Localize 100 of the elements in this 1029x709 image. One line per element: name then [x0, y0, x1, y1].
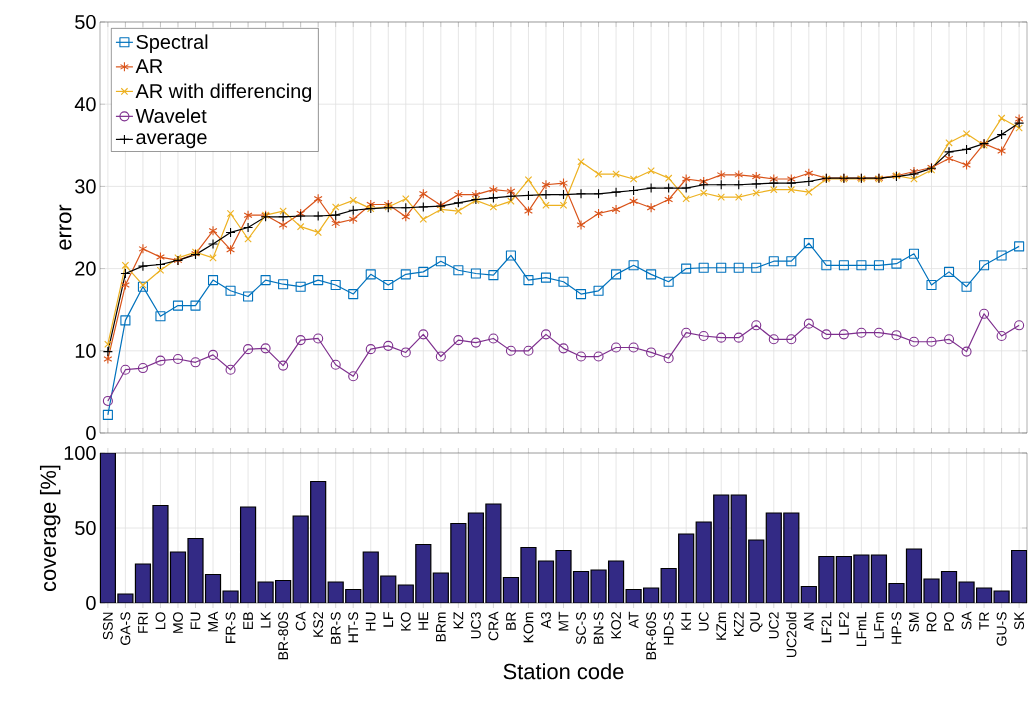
point: [629, 175, 638, 183]
point: [768, 178, 779, 189]
point: [805, 188, 813, 196]
bar: [239, 506, 257, 603]
point: [576, 219, 586, 231]
point: [156, 252, 165, 263]
point: [856, 260, 867, 271]
point: [243, 222, 254, 233]
legend-label: Spectral: [136, 34, 208, 53]
point: [102, 346, 113, 357]
x-tick-label: SA: [961, 611, 972, 630]
point: [838, 260, 849, 271]
point: [664, 194, 674, 205]
point: [172, 353, 184, 365]
point: [681, 327, 692, 338]
point: [699, 189, 708, 197]
point: [209, 254, 217, 262]
point: [663, 276, 674, 287]
point: [488, 333, 499, 344]
point: [716, 332, 727, 343]
point: [786, 334, 797, 345]
x-tick-label: HT-S: [348, 612, 359, 643]
y-tick-label: 100: [64, 445, 96, 461]
x-tick-label: FU: [190, 612, 201, 629]
y-tick-label: 30: [75, 179, 96, 194]
point: [611, 187, 622, 198]
bar: [467, 512, 484, 603]
point: [558, 276, 569, 287]
x-tick-label: LF: [383, 612, 394, 627]
x-tick-label: BR: [506, 612, 516, 630]
point: [1014, 118, 1025, 129]
x-tick-label: MA: [208, 611, 218, 632]
point: [926, 279, 937, 291]
point: [243, 210, 253, 221]
point: [944, 153, 954, 164]
point: [751, 320, 762, 331]
point: [121, 261, 130, 270]
point: [524, 206, 533, 217]
point: [1014, 241, 1025, 252]
point: [348, 371, 359, 382]
point: [454, 207, 463, 215]
point: [997, 114, 1006, 122]
x-tick-label: LF2: [839, 612, 849, 635]
point: [787, 185, 796, 194]
point: [611, 204, 621, 215]
point: [575, 289, 587, 300]
point: [278, 219, 288, 231]
point: [768, 334, 779, 345]
x-tick-label: SC-S: [576, 612, 586, 645]
legend-label: AR: [135, 59, 163, 73]
x-tick-label: GA-S: [120, 612, 131, 645]
point: [401, 211, 411, 222]
point: [260, 275, 271, 286]
point: [524, 176, 533, 184]
x-tick-label: HD-S: [663, 612, 674, 645]
y-axis-title: coverage [%]: [39, 465, 61, 592]
point: [664, 174, 673, 182]
point: [979, 260, 990, 271]
point: [663, 353, 674, 364]
point: [418, 329, 429, 340]
x-tick-label: EB: [243, 612, 253, 629]
x-tick-label: KH: [681, 612, 691, 630]
x-tick-label: SM: [909, 612, 919, 632]
point: [1015, 124, 1023, 132]
point: [751, 171, 761, 182]
point: [137, 261, 148, 272]
point: [577, 158, 585, 166]
x-tick-label: BR-80S: [278, 612, 289, 660]
x-tick-label: BRm: [436, 612, 446, 642]
point: [786, 178, 797, 189]
point: [628, 342, 639, 353]
bar: [765, 512, 782, 603]
point: [278, 211, 289, 222]
point: [418, 188, 428, 199]
point: [296, 222, 305, 231]
point: [803, 318, 814, 329]
point: [646, 269, 657, 280]
point: [559, 178, 568, 189]
bar: [713, 494, 730, 603]
bar: [362, 551, 379, 603]
point: [926, 336, 937, 347]
legend-label: average: [136, 133, 207, 149]
point: [120, 279, 130, 291]
point: [523, 345, 534, 356]
point: [453, 265, 464, 276]
point: [663, 182, 674, 194]
point: [488, 184, 498, 195]
point: [804, 168, 814, 179]
point: [1014, 113, 1024, 125]
point: [717, 193, 725, 201]
point: [155, 355, 166, 366]
point: [594, 170, 603, 178]
point: [594, 208, 603, 219]
point: [891, 258, 902, 269]
point: [646, 202, 656, 213]
x-tick-label: LK: [260, 611, 271, 628]
point: [908, 248, 920, 259]
bar: [905, 548, 923, 603]
point: [120, 364, 131, 375]
point: [873, 327, 884, 338]
